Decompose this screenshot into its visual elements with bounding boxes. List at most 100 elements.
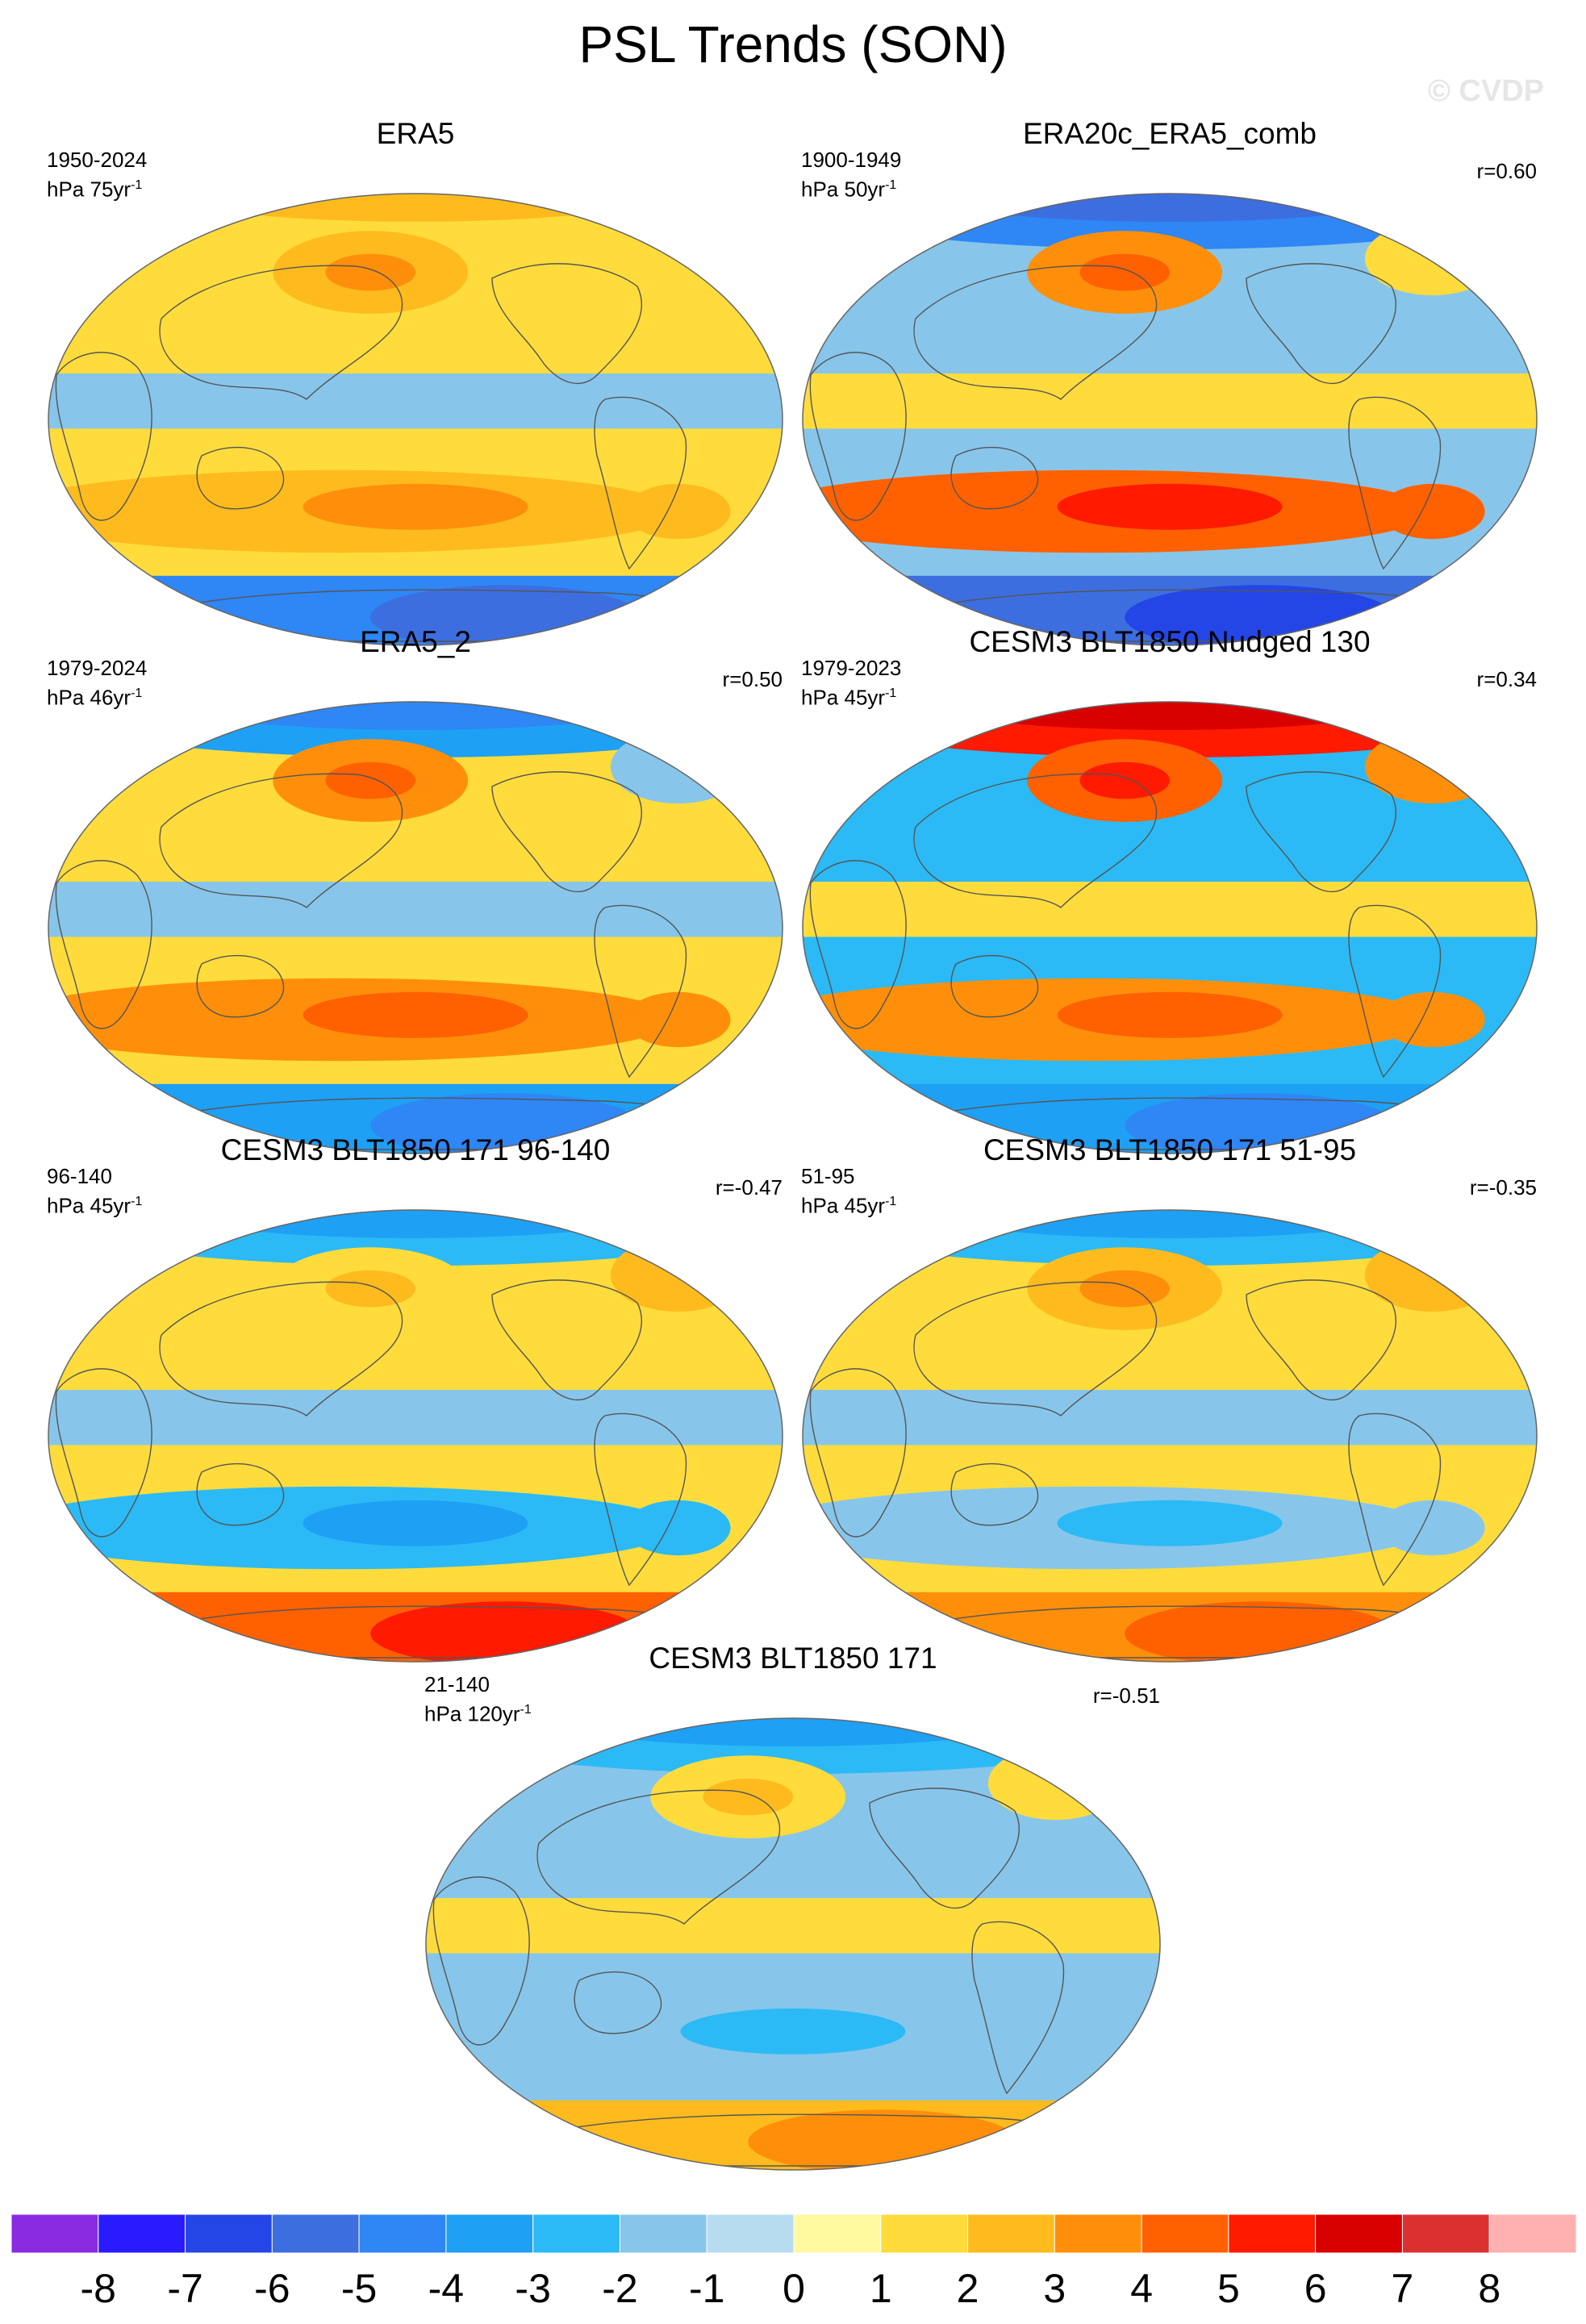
coastline-south-america (1348, 396, 1442, 570)
colorbar-tick-label: 5 (1217, 2266, 1240, 2311)
map-border (802, 1209, 1538, 1663)
coastline-africa (55, 1368, 152, 1538)
field-north-atlantic (610, 729, 746, 804)
coastline-north-america (1246, 263, 1397, 384)
globe-map (802, 1209, 1538, 1663)
coastline-australia (196, 954, 285, 1018)
field-south-atlantic (625, 991, 731, 1048)
coastline-south-america (1348, 1412, 1442, 1587)
map-panel-6: CESM3 BLT1850 171 51-95 51-95 hPa 45yr-1… (795, 1133, 1545, 1663)
map-border (802, 193, 1538, 646)
field-tropical-band (48, 373, 783, 429)
coastline-south-america (594, 396, 687, 570)
map-border (802, 701, 1538, 1154)
panel-correlation: r=-0.35 (1469, 1175, 1537, 1200)
field-south-atlantic (1379, 991, 1485, 1048)
trend-field (803, 1210, 1537, 1662)
colorbar-box (98, 2214, 186, 2254)
coastline-africa (55, 352, 152, 521)
panel-period: 1900-1949 (801, 148, 902, 172)
coastline-greenland (668, 212, 743, 261)
panel-units: hPa 45yr-1 (801, 1193, 897, 1218)
colorbar-tick-label: -6 (254, 2266, 290, 2311)
field-antarctic-core (748, 2109, 1018, 2170)
field-north-atlantic (610, 221, 746, 296)
colorbar-tick-label: 3 (1043, 2266, 1066, 2311)
coastline-australia (950, 446, 1039, 510)
globe-map (802, 701, 1538, 1154)
trend-field (803, 194, 1537, 645)
map-panel-7: CESM3 BLT1850 171 21-140 hPa 120yr-1 r=-… (418, 1642, 1168, 2171)
colorbar-box (185, 2214, 273, 2254)
colorbar (11, 2214, 1576, 2254)
colorbar-tick-label: 8 (1478, 2266, 1501, 2311)
field-north-pacific-core (1079, 253, 1170, 291)
coastline-australia (196, 446, 285, 510)
field-north-pacific-core (1079, 761, 1170, 799)
map-border (48, 1209, 783, 1663)
trend-field (48, 1210, 783, 1662)
map-panel-5: CESM3 BLT1850 171 96-140 96-140 hPa 45yr… (40, 1133, 791, 1663)
globe-map (48, 701, 783, 1154)
trend-field (426, 1718, 1160, 2170)
field-north-atlantic (1364, 221, 1500, 296)
colorbar-box (706, 2214, 795, 2254)
colorbar-tick-label: 1 (869, 2266, 892, 2311)
panel-title: ERA20c_ERA5_comb (1022, 117, 1317, 150)
colorbar-box (619, 2214, 707, 2254)
colorbar-tick-label: -2 (602, 2266, 638, 2311)
panel-title: ERA5_2 (360, 625, 471, 658)
colorbar-tick-label: 2 (956, 2266, 979, 2311)
field-south-atlantic (1379, 1500, 1485, 1556)
field-north-pacific-core (703, 1778, 793, 1816)
coastline-asia (913, 265, 1158, 400)
figure-title: PSL Trends (SON) (578, 15, 1008, 73)
map-border (48, 193, 783, 646)
field-arctic-core (907, 702, 1433, 730)
globe-map (425, 1717, 1161, 2171)
field-north-atlantic (1364, 729, 1500, 804)
colorbar-tick-label: -4 (428, 2266, 465, 2311)
colorbar-tick-label: 6 (1304, 2266, 1327, 2311)
map-border (425, 1717, 1161, 2171)
field-tropical-band (48, 882, 783, 937)
field-arctic-core (152, 702, 678, 730)
colorbar-box (1141, 2214, 1229, 2254)
field-southern-midlat-core (1057, 483, 1283, 530)
coastline-asia (913, 1281, 1158, 1417)
field-arctic-core (530, 1718, 1056, 1746)
field-tropical-band (426, 1898, 1160, 1954)
coastlines (809, 1229, 1522, 1659)
field-southern-midlat-core (1057, 991, 1283, 1038)
panel-period: 51-95 (801, 1164, 855, 1188)
coastlines (809, 720, 1522, 1150)
coastline-asia (913, 773, 1158, 908)
coastline-north-america (491, 771, 643, 892)
coastline-asia (159, 265, 403, 400)
field-north-atlantic (1364, 1237, 1500, 1312)
coastline-greenland (1422, 212, 1497, 261)
field-north-atlantic (987, 1746, 1124, 1821)
coastline-south-america (1348, 904, 1442, 1079)
colorbar-box (11, 2214, 99, 2254)
panel-units: hPa 120yr-1 (424, 1701, 532, 1726)
field-north-pacific-core (325, 1270, 415, 1308)
field-north-pacific-core (325, 253, 415, 291)
coastline-north-america (491, 263, 643, 384)
colorbar-box (967, 2214, 1055, 2254)
colorbar-box (1401, 2214, 1490, 2254)
map-panel-4: CESM3 BLT1850 Nudged 130 1979-2023 hPa 4… (795, 625, 1545, 1154)
coastline-australia (196, 1462, 285, 1526)
colorbar-tick-label: -5 (340, 2266, 378, 2311)
field-tropical-band (803, 1390, 1537, 1446)
colorbar-box (1054, 2214, 1142, 2254)
coastline-asia (536, 1789, 781, 1925)
colorbar-tick-label: -3 (515, 2266, 551, 2311)
field-tropical-band (48, 1390, 783, 1446)
coastline-south-america (971, 1921, 1065, 2095)
field-south-atlantic (1003, 2008, 1108, 2064)
map-panel-3: ERA5_2 1979-2024 hPa 46yr-1 r=0.50 (40, 625, 791, 1154)
panel-title: ERA5 (376, 117, 455, 150)
field-southern-midlat-core (303, 1500, 528, 1546)
globe-map (48, 1209, 783, 1663)
